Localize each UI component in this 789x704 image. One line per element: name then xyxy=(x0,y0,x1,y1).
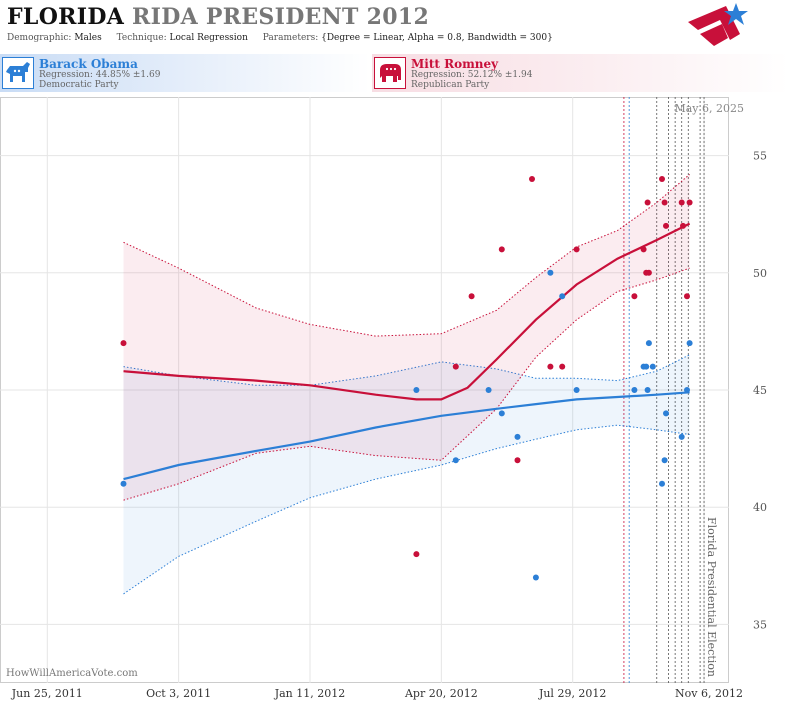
obama-regression: Regression: 44.85% ±1.69 xyxy=(39,70,161,80)
demographic-label: Demographic: xyxy=(7,33,72,43)
x-tick-label: Jan 11, 2012 xyxy=(274,687,346,700)
rep-poll-point xyxy=(684,293,690,300)
dem-poll-point xyxy=(573,387,580,393)
rep-poll-point xyxy=(120,340,127,347)
dem-trend-line xyxy=(123,391,690,481)
poll-chart: 35 40 45 50 55 Jun 25, 2011 Oct 3, 2011 Jan 11,… xyxy=(0,97,767,700)
confidence-bands xyxy=(123,174,690,595)
dem-band-lower xyxy=(123,424,690,595)
site-credit: HowWillAmericaVote.com xyxy=(6,668,138,679)
rep-poll-point xyxy=(640,246,647,253)
poll-date-lines xyxy=(623,97,705,683)
parameters-value: {Degree = Linear, Alpha = 0.8, Bandwidth… xyxy=(321,33,553,43)
dem-poll-point xyxy=(644,387,651,393)
axes: 35 40 45 50 55 Jun 25, 2011 Oct 3, 2011 Jan 11,… xyxy=(11,150,767,700)
rep-band-lower xyxy=(123,267,690,501)
x-tick-label: Nov 6, 2012 xyxy=(675,687,743,700)
dem-poll-point xyxy=(661,457,668,464)
rep-poll-point xyxy=(678,199,685,206)
poll-points xyxy=(120,176,693,581)
dem-poll-point xyxy=(631,387,638,393)
rep-confidence-band xyxy=(123,174,690,501)
y-tick-label: 45 xyxy=(753,384,767,397)
romney-name: Mitt Romney xyxy=(411,57,499,71)
grid xyxy=(0,97,729,683)
rep-poll-point xyxy=(645,269,652,276)
y-tick-label: 50 xyxy=(753,267,767,280)
dem-poll-point xyxy=(413,387,420,393)
dem-poll-point xyxy=(678,433,685,440)
x-tick-label: Jul 29, 2012 xyxy=(538,687,607,700)
technique-label: Technique: xyxy=(116,33,167,43)
dem-poll-point xyxy=(659,480,665,487)
x-tick-label: Jun 25, 2011 xyxy=(11,687,83,700)
election-label: Florida Presidential Election xyxy=(705,517,718,677)
rep-poll-point xyxy=(661,199,668,206)
dem-poll-point xyxy=(663,410,669,417)
candidate-romney-panel[interactable]: Mitt Romney Regression: 52.12% ±1.94 Rep… xyxy=(372,54,789,92)
rep-poll-point xyxy=(547,363,554,370)
technique-value: Local Regression xyxy=(169,33,248,43)
dem-poll-point xyxy=(684,387,690,393)
candidate-obama-panel[interactable]: Barack Obama Regression: 44.85% ±1.69 De… xyxy=(0,54,370,92)
parameters-line: Demographic: Males Technique: Local Regr… xyxy=(7,33,553,43)
obama-name: Barack Obama xyxy=(39,57,138,71)
x-tick-label: Apr 20, 2012 xyxy=(404,687,478,700)
title-race: RIDA PRESIDENT 2012 xyxy=(132,4,430,30)
rep-poll-point xyxy=(413,551,420,558)
rep-band-upper xyxy=(123,174,690,337)
dem-poll-point xyxy=(514,433,521,440)
romney-regression: Regression: 52.12% ±1.94 xyxy=(411,70,533,80)
rep-poll-point xyxy=(631,293,638,300)
romney-party: Republican Party xyxy=(411,80,490,90)
rep-poll-point xyxy=(573,246,580,253)
dem-poll-point xyxy=(643,363,650,370)
dem-poll-point xyxy=(120,480,127,487)
dem-poll-point xyxy=(547,269,554,276)
demographic-value: Males xyxy=(74,33,102,43)
y-tick-label: 55 xyxy=(753,150,767,163)
dem-confidence-band xyxy=(123,354,690,594)
rep-poll-point xyxy=(686,199,693,206)
obama-party: Democratic Party xyxy=(39,80,119,90)
y-tick-label: 40 xyxy=(753,501,767,514)
rep-poll-point xyxy=(659,176,665,182)
dem-poll-point xyxy=(452,457,459,464)
x-tick-label: Oct 3, 2011 xyxy=(146,687,211,700)
chart-date-label: May 6, 2025 xyxy=(674,102,744,115)
elephant-icon xyxy=(374,57,406,89)
parameters-label: Parameters: xyxy=(262,33,319,43)
rep-poll-point xyxy=(468,293,475,300)
rep-poll-point xyxy=(680,222,686,229)
dem-poll-point xyxy=(686,340,693,347)
site-logo-icon[interactable] xyxy=(686,0,750,50)
rep-poll-point xyxy=(559,363,566,370)
rep-poll-point xyxy=(514,457,521,464)
dem-poll-point xyxy=(532,574,539,581)
rep-trend-line xyxy=(123,222,691,401)
page-title: FLORIDA RIDA PRESIDENT 2012 xyxy=(7,4,429,30)
y-tick-label: 35 xyxy=(753,618,767,631)
rep-poll-point xyxy=(498,246,505,253)
trend-lines xyxy=(123,222,691,481)
dem-poll-point xyxy=(649,363,656,370)
title-state: FLORIDA xyxy=(7,4,125,30)
dem-poll-point xyxy=(485,387,492,393)
dem-poll-point xyxy=(498,410,505,417)
rep-poll-point xyxy=(452,363,459,370)
rep-poll-point xyxy=(663,222,669,229)
dem-poll-point xyxy=(559,293,566,300)
dem-poll-point xyxy=(645,340,652,347)
donkey-icon xyxy=(2,57,34,89)
rep-poll-point xyxy=(529,176,535,182)
rep-poll-point xyxy=(644,199,651,206)
